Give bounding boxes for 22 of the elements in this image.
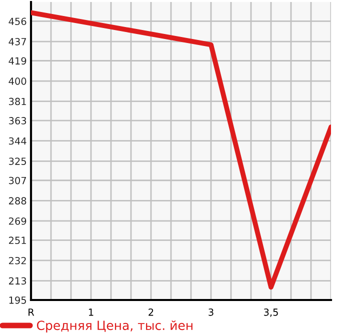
y-tick-label: 400 [8,78,26,85]
y-tick-label: 288 [8,197,26,204]
y-tick-label: 419 [8,57,26,65]
y-tick-label: 232 [8,256,26,264]
y-tick-label: 344 [9,137,26,145]
y-tick-label: 213 [8,277,26,285]
y-tick-label: 251 [8,236,26,244]
y-tick-label: 325 [9,158,26,165]
y-tick-label: 195 [9,296,26,304]
y-tick-label: 269 [8,217,26,225]
y-tick-label: 456 [8,18,26,26]
x-tick-label: 3 [208,308,214,316]
x-tick-label: 2 [148,308,154,316]
legend-label: Средняя Цена, тыс. йен [36,320,192,332]
x-tick-label: R [28,308,34,316]
y-tick-label: 307 [9,176,26,184]
x-tick-label: 1 [88,308,94,316]
x-tick-label: 3,5 [264,308,278,317]
y-tick-label: 363 [9,117,26,124]
y-tick-label: 381 [9,98,26,106]
y-tick-label: 437 [8,38,26,46]
line-series [31,10,331,290]
